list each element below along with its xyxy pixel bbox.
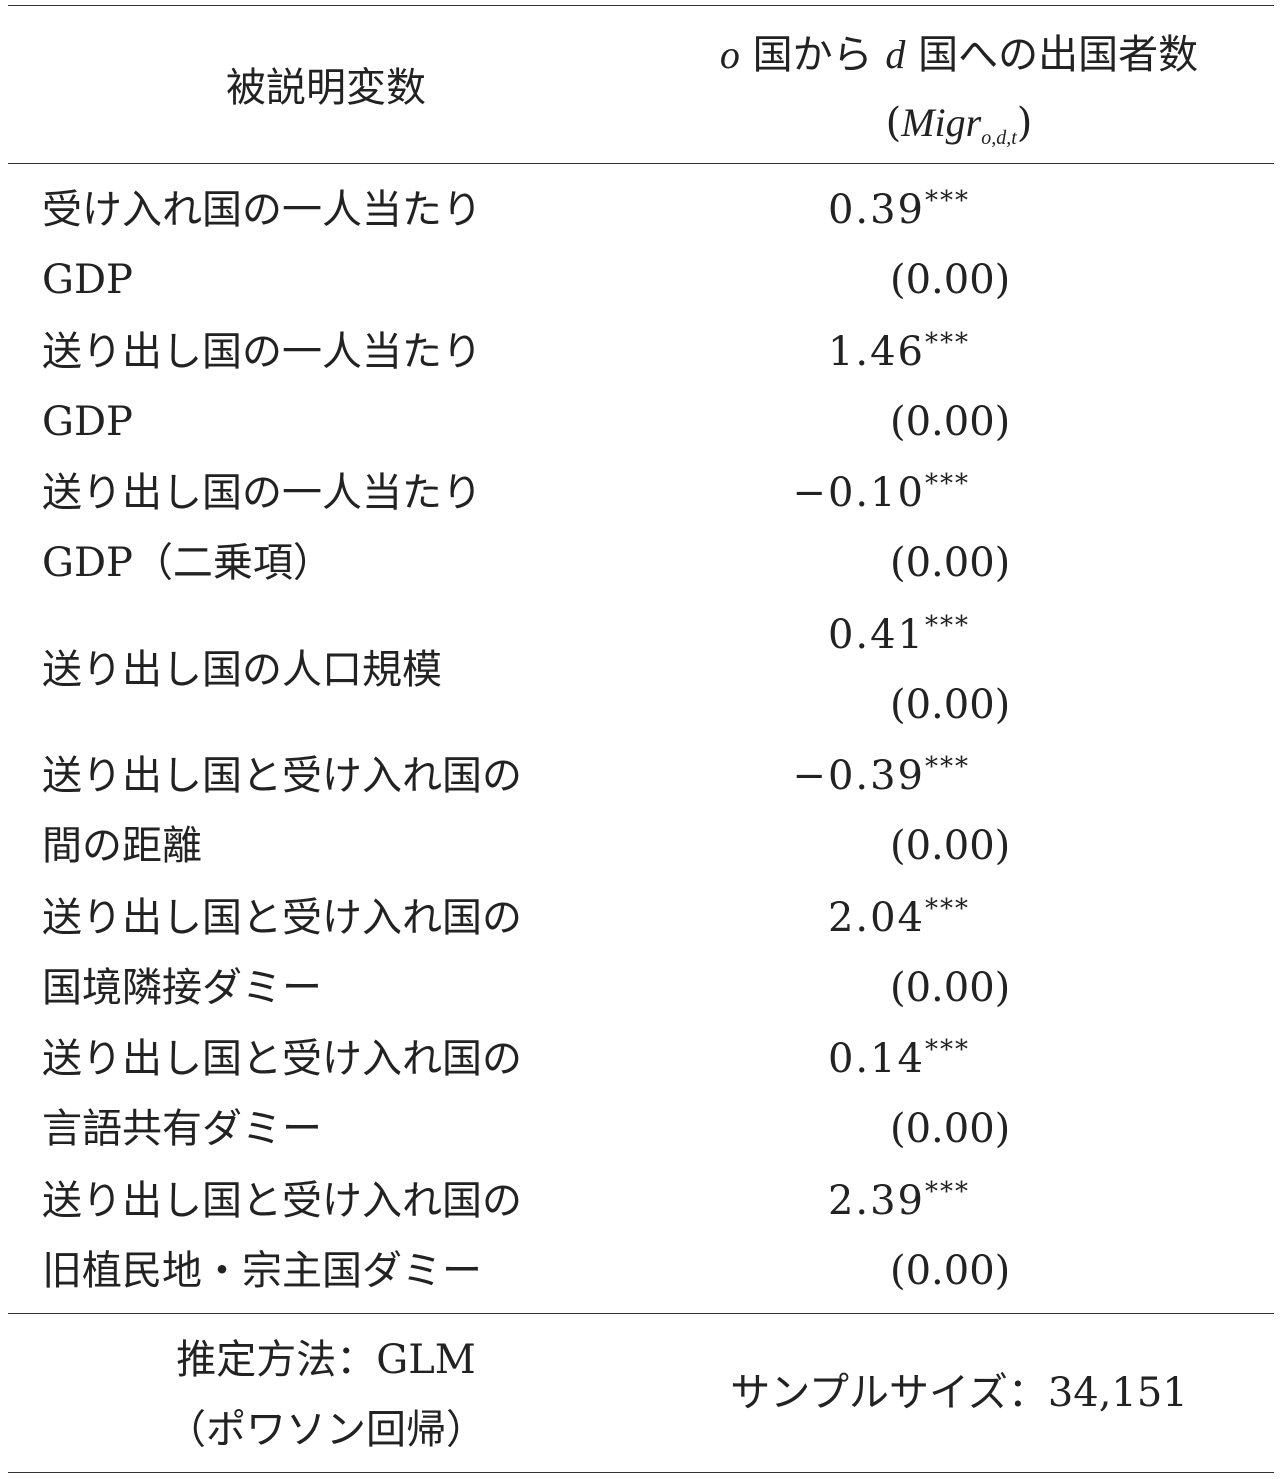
row-label: 送り出し国の一人当たり — [42, 470, 482, 516]
coefficient: −0.39*** — [790, 741, 1040, 811]
coefficient-value: 0.39 — [827, 187, 925, 233]
significance-stars: *** — [925, 752, 970, 782]
standard-error: (0.00) — [890, 1106, 1011, 1152]
standard-error: (0.00) — [890, 681, 1011, 728]
header-text-a: 国から — [739, 32, 886, 78]
coefficient: 0.41*** — [790, 600, 1040, 670]
significance-stars: *** — [925, 1035, 970, 1065]
header-rule — [8, 163, 1274, 164]
header-outcome-title: o 国から d 国への出国者数 — [644, 20, 1274, 90]
header-var: Migr — [901, 100, 982, 145]
coefficient: 2.04*** — [790, 883, 1040, 953]
standard-error: (0.00) — [890, 964, 1011, 1011]
coefficient-value: 0.41 — [827, 611, 925, 658]
standard-error: (0.00) — [890, 823, 1011, 869]
standard-error: (0.00) — [890, 257, 1011, 303]
coefficient: 0.14*** — [790, 1024, 1040, 1094]
coefficient: 0.39*** — [790, 175, 1040, 245]
header-dependent-variable-label: 被説明変数 — [226, 65, 426, 111]
bottom-rule — [8, 1472, 1274, 1473]
coefficient-value: 1.46 — [827, 328, 925, 375]
estimation-method: 推定方法：GLM — [176, 1337, 476, 1383]
row-label: 送り出し国と受け入れ国の — [42, 1177, 522, 1224]
header-o: o — [719, 32, 740, 77]
significance-stars: *** — [925, 327, 970, 358]
significance-stars: *** — [925, 893, 970, 924]
standard-error: (0.00) — [890, 398, 1011, 445]
significance-stars: *** — [925, 1176, 970, 1207]
coefficient-value: −0.39 — [792, 753, 925, 799]
footer-rule — [8, 1313, 1274, 1314]
header-d: d — [885, 32, 906, 77]
coefficient-value: 2.39 — [827, 1177, 925, 1224]
row-label-cont: GDP — [42, 257, 133, 303]
row-label: 送り出し国と受け入れ国の — [42, 894, 522, 941]
coefficient-value: −0.10 — [792, 470, 925, 516]
header-var-subscript: o,d,t — [981, 127, 1017, 149]
coefficient: 2.39*** — [790, 1166, 1040, 1236]
coefficient-value: 0.14 — [827, 1036, 925, 1082]
estimation-method-detail: （ポワソン回帰） — [166, 1407, 486, 1453]
row-label-cont: 間の距離 — [42, 823, 202, 869]
top-rule — [8, 5, 1274, 6]
significance-stars: *** — [925, 469, 970, 499]
row-label-cont: GDP（二乗項） — [42, 540, 333, 586]
significance-stars: *** — [925, 186, 970, 216]
row-label: 送り出し国の人口規模 — [42, 646, 442, 693]
header-text-b: 国への出国者数 — [905, 32, 1199, 78]
standard-error: (0.00) — [890, 1247, 1011, 1294]
significance-stars: *** — [925, 610, 970, 641]
row-label: 送り出し国と受け入れ国の — [42, 1036, 522, 1082]
coefficient-value: 2.04 — [827, 894, 925, 941]
coefficient: −0.10*** — [790, 458, 1040, 528]
row-label-cont: 国境隣接ダミー — [42, 964, 322, 1011]
row-label-cont: GDP — [42, 398, 133, 445]
coefficient: 1.46*** — [790, 317, 1040, 387]
sample-size: サンプルサイズ：34,151 — [730, 1370, 1188, 1416]
row-label-cont: 言語共有ダミー — [42, 1106, 322, 1152]
header-outcome-variable: (Migro,d,t) — [885, 100, 1033, 149]
row-label-cont: 旧植民地・宗主国ダミー — [42, 1247, 482, 1294]
standard-error: (0.00) — [890, 540, 1011, 586]
row-label: 受け入れ国の一人当たり — [42, 187, 482, 233]
row-label: 送り出し国の一人当たり — [42, 328, 482, 375]
row-label: 送り出し国と受け入れ国の — [42, 753, 522, 799]
